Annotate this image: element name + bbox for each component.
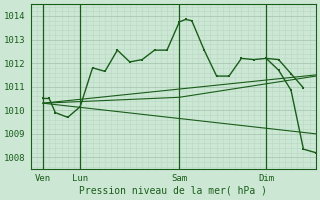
- X-axis label: Pression niveau de la mer( hPa ): Pression niveau de la mer( hPa ): [79, 186, 267, 196]
